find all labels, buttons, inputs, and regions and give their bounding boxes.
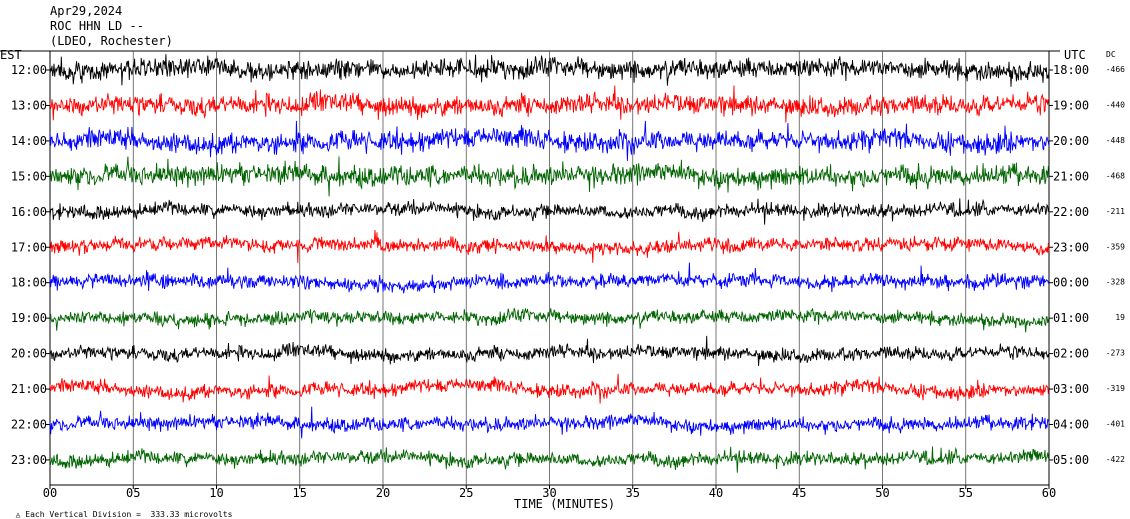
seismic-trace: [49, 156, 1050, 197]
est-hour-label: 15:00: [11, 169, 47, 183]
seismic-trace: [49, 373, 1050, 404]
est-hour-label: 19:00: [11, 311, 47, 325]
x-tick-label: 35: [626, 486, 640, 500]
utc-hour-label: 05:00: [1053, 453, 1089, 467]
dc-offset-label: -422: [1106, 455, 1125, 464]
seismic-trace: [49, 262, 1050, 294]
utc-hour-label: 18:00: [1053, 63, 1089, 77]
seismic-trace: [49, 120, 1050, 161]
utc-hour-label: 21:00: [1053, 169, 1089, 183]
dc-offset-label: -448: [1106, 136, 1125, 145]
dc-offset-label: -319: [1106, 384, 1125, 393]
x-tick-label: 50: [875, 486, 889, 500]
axis-labels: EST UTC DC TIME (MINUTES) 00 05 10 15 20 25 30…: [0, 48, 1125, 511]
x-tick-label: 60: [1042, 486, 1056, 500]
utc-hour-label: 19:00: [1053, 98, 1089, 112]
seismic-trace: [49, 198, 1050, 225]
scale-note-text: Each Vertical Division = 333.33 microvol…: [25, 510, 233, 519]
utc-hour-label: 22:00: [1053, 205, 1089, 219]
est-hour-label: 13:00: [11, 98, 47, 112]
utc-hour-label: 00:00: [1053, 276, 1089, 290]
network-name: (LDEO, Rochester): [50, 34, 173, 48]
x-tick-label: 20: [376, 486, 390, 500]
utc-hour-label: 23:00: [1053, 240, 1089, 254]
dc-offset-label: -328: [1106, 278, 1125, 287]
dc-offset-label: -359: [1106, 242, 1125, 251]
utc-hour-label: 20:00: [1053, 134, 1089, 148]
x-tick-label: 25: [459, 486, 473, 500]
dc-offset-label: -273: [1106, 349, 1125, 358]
est-hour-label: 23:00: [11, 453, 47, 467]
grid: [0, 50, 1060, 489]
est-hour-label: 18:00: [11, 276, 47, 290]
utc-hour-label: 02:00: [1053, 347, 1089, 361]
est-hour-label: 14:00: [11, 134, 47, 148]
x-axis-label: TIME (MINUTES): [514, 497, 615, 511]
x-tick-label: 45: [792, 486, 806, 500]
seismic-trace: [49, 229, 1050, 264]
x-tick-label: 05: [126, 486, 140, 500]
seismic-trace: [49, 335, 1050, 367]
x-tick-label: 30: [542, 486, 556, 500]
est-hour-label: 12:00: [11, 63, 47, 77]
utc-hour-label: 03:00: [1053, 382, 1089, 396]
est-hour-label: 21:00: [11, 382, 47, 396]
dc-offset-label: -401: [1106, 420, 1125, 429]
utc-hour-label: 04:00: [1053, 418, 1089, 432]
scale-note: ◬ Each Vertical Division = 333.33 microv…: [6, 501, 233, 519]
x-tick-label: 10: [209, 486, 223, 500]
dc-offset-label: -468: [1106, 171, 1125, 180]
seismic-trace: [49, 54, 1050, 87]
dc-column-header: DC: [1106, 50, 1116, 59]
seismic-trace: [49, 446, 1050, 473]
est-hour-label: 17:00: [11, 240, 47, 254]
chart-date: Apr29,2024: [50, 4, 123, 18]
seismic-traces: [49, 54, 1050, 473]
dc-offset-label: -211: [1106, 207, 1125, 216]
x-tick-label: 40: [709, 486, 723, 500]
seismic-trace: [49, 307, 1050, 333]
x-tick-label: 00: [43, 486, 57, 500]
dc-offset-label: -466: [1106, 65, 1125, 74]
station-code: ROC HHN LD --: [50, 19, 144, 33]
est-hour-label: 20:00: [11, 347, 47, 361]
x-tick-label: 15: [293, 486, 307, 500]
seismic-trace: [49, 85, 1050, 123]
x-tick-label: 55: [959, 486, 973, 500]
utc-axis-label: UTC: [1064, 48, 1086, 62]
est-hour-label: 22:00: [11, 418, 47, 432]
seismic-trace: [49, 406, 1050, 439]
scale-icon: ◬: [15, 510, 21, 519]
dc-offset-label: 19: [1115, 313, 1125, 322]
utc-hour-label: 01:00: [1053, 311, 1089, 325]
dc-offset-label: -440: [1106, 100, 1125, 109]
est-hour-label: 16:00: [11, 205, 47, 219]
est-axis-label: EST: [0, 48, 22, 62]
